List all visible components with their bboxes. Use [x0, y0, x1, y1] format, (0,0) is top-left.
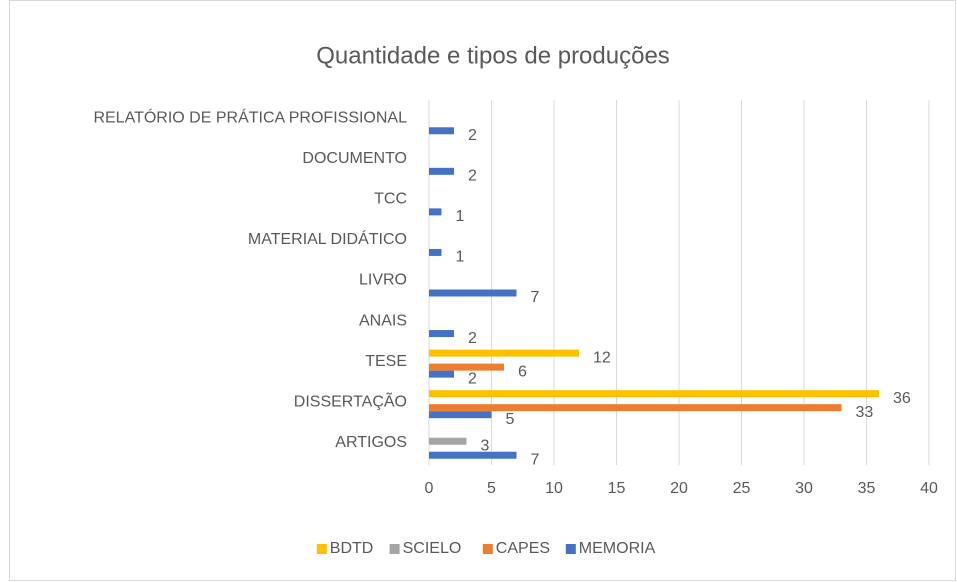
- legend-label: BDTD: [330, 540, 374, 557]
- bar: [429, 127, 454, 135]
- bar: [429, 167, 454, 175]
- y-tick-label: ARTIGOS: [335, 434, 407, 451]
- data-label: 7: [531, 451, 540, 468]
- y-tick-label: RELATÓRIO DE PRÁTICA PROFISSIONAL: [93, 107, 407, 126]
- x-tick-label: 15: [608, 480, 626, 497]
- legend-label: SCIELO: [403, 540, 462, 557]
- data-label: 1: [456, 208, 465, 225]
- y-tick-label: DOCUMENTO: [302, 150, 407, 167]
- data-label: 2: [468, 330, 477, 347]
- bar: [429, 349, 579, 357]
- y-tick-label: DISSERTAÇÃO: [294, 390, 407, 410]
- bar: [429, 248, 442, 256]
- x-tick-label: 0: [425, 480, 434, 497]
- x-tick-label: 30: [795, 480, 813, 497]
- legend-swatch: [482, 544, 493, 554]
- y-tick-label: ANAIS: [359, 312, 407, 329]
- data-label: 36: [893, 390, 911, 407]
- x-tick-label: 5: [487, 480, 496, 497]
- y-tick-label: MATERIAL DIDÁTICO: [248, 229, 407, 248]
- y-tick-label: LIVRO: [359, 272, 407, 289]
- x-tick-label: 25: [733, 480, 751, 497]
- x-tick-label: 35: [858, 480, 876, 497]
- data-label: 1: [456, 249, 465, 266]
- data-label: 2: [468, 168, 477, 185]
- legend-label: CAPES: [496, 540, 550, 557]
- x-tick-label: 40: [920, 480, 938, 497]
- data-label: 6: [518, 363, 527, 380]
- bar: [429, 404, 842, 412]
- y-tick-label: TCC: [374, 191, 407, 208]
- bar: [429, 451, 517, 459]
- bar: [429, 370, 454, 378]
- bar: [429, 437, 467, 445]
- legend-swatch: [316, 544, 327, 554]
- legend-swatch: [565, 544, 576, 554]
- data-label: 2: [468, 127, 477, 144]
- legend-swatch: [389, 544, 400, 554]
- data-label: 33: [856, 404, 874, 421]
- bar: [429, 330, 454, 338]
- data-label: 2: [468, 370, 477, 387]
- bar: [429, 411, 492, 419]
- x-tick-label: 10: [545, 480, 563, 497]
- bar: [429, 363, 504, 371]
- data-label: 12: [593, 349, 611, 366]
- bar: [429, 390, 879, 398]
- data-label: 3: [481, 437, 490, 454]
- bar: [429, 289, 517, 297]
- data-label: 7: [531, 289, 540, 306]
- chart-title: Quantidade e tipos de produções: [316, 42, 670, 69]
- y-tick-label: TESE: [365, 353, 407, 370]
- bar: [429, 208, 442, 216]
- data-label: 5: [506, 411, 515, 428]
- x-tick-label: 20: [670, 480, 688, 497]
- legend-label: MEMORIA: [579, 540, 656, 557]
